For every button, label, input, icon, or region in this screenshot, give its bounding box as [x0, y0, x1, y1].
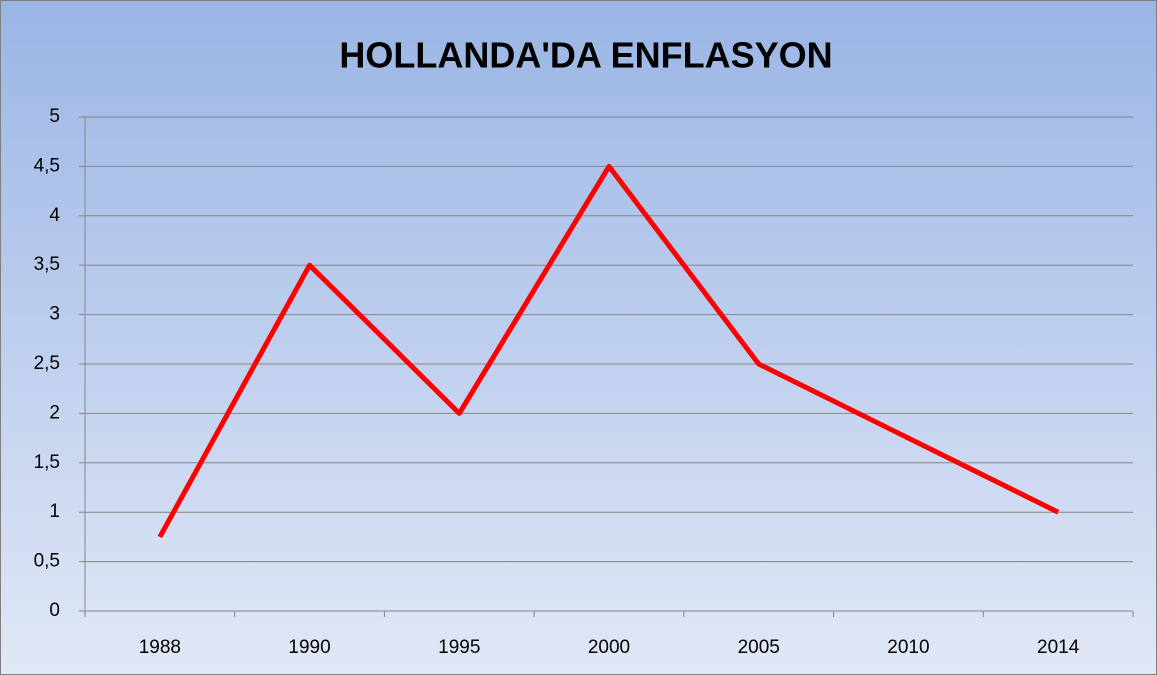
chart-title: HOLLANDA'DA ENFLASYON: [339, 35, 832, 76]
y-tick-label: 3,5: [34, 254, 60, 275]
y-tick-label: 4: [49, 205, 60, 226]
y-tick-label: 0: [49, 600, 60, 621]
data-line: [157, 163, 1060, 539]
x-tick-label: 2010: [887, 637, 929, 658]
x-tick-label: 1995: [438, 637, 480, 658]
x-tick-label: 1990: [288, 637, 330, 658]
y-tick-label: 1: [49, 501, 60, 522]
y-tick-label: 4,5: [34, 155, 60, 176]
y-tick-label: 0,5: [34, 551, 60, 572]
x-tick-label: 2014: [1037, 637, 1080, 658]
x-tick-label: 2000: [588, 637, 630, 658]
y-tick-label: 5: [49, 106, 60, 127]
y-tick-label: 2,5: [34, 353, 60, 374]
y-tick-label: 2: [49, 402, 60, 423]
y-tick-label: 3: [49, 304, 60, 325]
y-tick-label: 1,5: [34, 452, 60, 473]
x-tick-label: 2005: [738, 637, 780, 658]
x-tick-label: 1988: [139, 637, 181, 658]
